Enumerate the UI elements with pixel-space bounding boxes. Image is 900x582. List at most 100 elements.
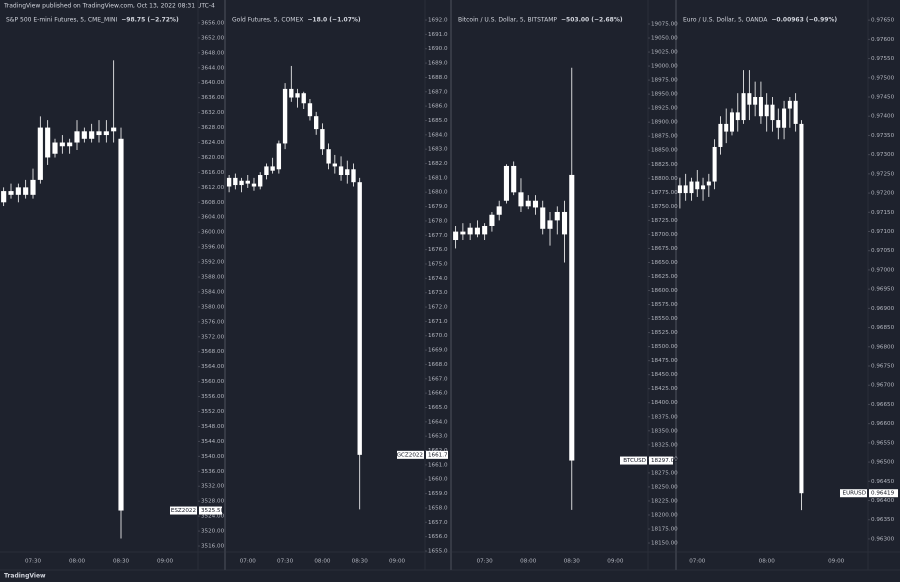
y-tick-label: 0.97150 — [871, 210, 895, 216]
candle-body — [338, 166, 344, 176]
price-tag-box — [869, 489, 898, 498]
y-tick-label: 1680.0 — [428, 190, 448, 196]
y-tick-label: 3648.00 — [201, 50, 225, 56]
y-tick-label: 18375.00 — [651, 414, 678, 420]
y-tick-label: 1655.0 — [428, 548, 448, 554]
y-tick-label: 1658.0 — [428, 505, 448, 511]
candle-body — [81, 131, 87, 139]
y-tick-label: 1670.0 — [428, 333, 448, 339]
x-tick-label: 07:30 — [477, 559, 494, 565]
candle-body — [540, 207, 546, 229]
candle-body — [724, 123, 729, 132]
y-tick-label: 1692.0 — [428, 18, 448, 24]
y-tick-label: 19050.00 — [651, 36, 678, 42]
y-tick-label: 18400.00 — [651, 400, 678, 406]
candle-body — [251, 183, 257, 187]
y-tick-label: 18750.00 — [651, 204, 678, 210]
y-tick-label: 3600.00 — [201, 230, 225, 236]
y-tick-label: 1672.0 — [428, 305, 448, 311]
y-tick-label: 18525.00 — [651, 330, 678, 336]
y-tick-label: 1665.0 — [428, 405, 448, 411]
candle-body — [301, 93, 306, 104]
x-tick-label: 08:00 — [314, 559, 331, 565]
y-tick-label: 1679.0 — [428, 204, 448, 210]
y-tick-label: 1676.0 — [428, 247, 448, 253]
y-tick-label: 1687.0 — [428, 89, 448, 95]
y-tick-label: 3572.00 — [201, 334, 225, 340]
candle-body — [103, 131, 109, 136]
y-tick-label: 1669.0 — [428, 348, 448, 354]
y-tick-label: 1688.0 — [428, 75, 448, 81]
candle-body — [8, 191, 14, 195]
y-tick-label: 3608.00 — [201, 200, 225, 206]
x-tick-label: 08:30 — [352, 559, 369, 565]
y-tick-label: 3576.00 — [201, 319, 225, 325]
y-tick-label: 0.97100 — [871, 229, 895, 235]
y-tick-label: 1690.0 — [428, 46, 448, 52]
y-tick-label: 1686.0 — [428, 104, 448, 110]
panel-title: S&P 500 E-mini Futures, 5, CME_MINI — [6, 17, 117, 24]
symbol-tag: BTCUSD — [623, 458, 646, 464]
y-tick-label: 3612.00 — [201, 185, 225, 191]
y-tick-label: 18150.00 — [651, 541, 678, 547]
candle-body — [569, 174, 575, 461]
y-tick-label: 3592.00 — [201, 260, 225, 266]
x-tick-label: 08:30 — [113, 559, 130, 565]
candle-body — [770, 104, 775, 121]
y-tick-label: 18950.00 — [651, 92, 678, 98]
y-tick-label: 18275.00 — [651, 470, 678, 476]
price-tag-box — [426, 450, 448, 459]
candle-body — [793, 100, 798, 124]
candle-body — [276, 143, 282, 170]
y-tick-label: 18550.00 — [651, 316, 678, 322]
candle-body — [764, 104, 769, 117]
candle-body — [561, 211, 568, 235]
y-tick-label: 18800.00 — [651, 176, 678, 182]
y-tick-label: 0.96500 — [871, 460, 895, 466]
y-tick-label: 18925.00 — [651, 106, 678, 112]
candle-body — [776, 120, 781, 128]
x-tick-label: 08:00 — [759, 559, 776, 565]
candle-body — [332, 163, 338, 167]
candle-body — [67, 142, 73, 147]
y-tick-label: 18200.00 — [651, 512, 678, 518]
y-tick-label: 3544.00 — [201, 439, 225, 445]
candle-body — [695, 181, 700, 190]
candle-body — [735, 112, 740, 121]
price-tag-label: 0.96419 — [871, 491, 895, 497]
y-tick-label: 0.96900 — [871, 306, 895, 312]
candle-body — [496, 206, 502, 215]
candle-body — [357, 182, 362, 455]
candle-body — [718, 123, 723, 147]
y-tick-label: 1657.0 — [428, 520, 448, 526]
candle-body — [554, 211, 560, 221]
price-change: −98.75 (−2.72%) — [121, 17, 179, 24]
y-tick-label: 0.97250 — [871, 171, 895, 177]
y-tick-label: 3584.00 — [201, 289, 225, 295]
candle-body — [30, 179, 36, 195]
y-tick-label: 0.97350 — [871, 133, 895, 139]
x-tick-label: 09:00 — [828, 559, 845, 565]
candle-body — [799, 123, 804, 494]
y-tick-label: 0.97050 — [871, 248, 895, 254]
y-tick-label: 3560.00 — [201, 379, 225, 385]
price-tag-label: 1661.7 — [428, 452, 448, 458]
y-tick-label: 3656.00 — [201, 20, 225, 26]
x-tick-label: 08:00 — [69, 559, 86, 565]
y-tick-label: 3644.00 — [201, 65, 225, 71]
y-tick-label: 19025.00 — [651, 50, 678, 56]
y-tick-label: 3616.00 — [201, 170, 225, 176]
symbol-tag: GCZ2022 — [397, 452, 423, 458]
y-tick-label: 0.96950 — [871, 287, 895, 293]
y-tick-label: 18475.00 — [651, 358, 678, 364]
symbol-tag: ESZ2022 — [171, 508, 196, 514]
y-tick-label: 3580.00 — [201, 304, 225, 310]
y-tick-label: 1668.0 — [428, 362, 448, 368]
y-tick-label: 18675.00 — [651, 246, 678, 252]
candle-body — [226, 177, 232, 187]
y-tick-label: 0.97400 — [871, 114, 895, 120]
y-tick-label: 1666.0 — [428, 391, 448, 397]
candle-body — [689, 181, 694, 194]
candle-body — [345, 169, 350, 176]
